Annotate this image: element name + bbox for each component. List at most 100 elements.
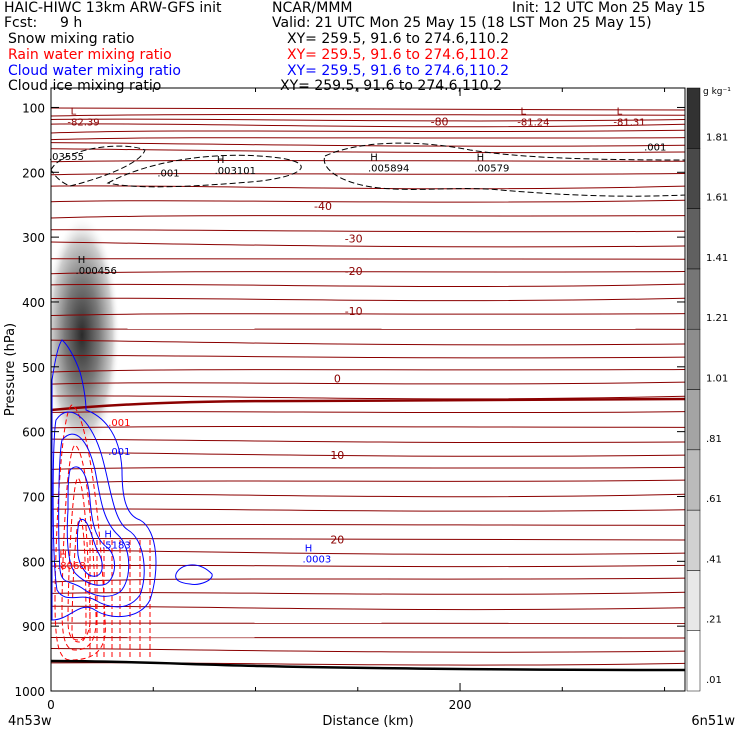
x-tick-label: 0: [47, 698, 55, 712]
extremum-marker: H: [477, 153, 485, 164]
extremum-marker: H: [104, 529, 112, 540]
extremum-value: -81.31: [613, 118, 645, 129]
isotherm-zero-line: [51, 397, 685, 412]
colorbar-label: .01: [706, 675, 722, 686]
rain-contour: [54, 404, 106, 661]
temperature-label: -40: [314, 200, 332, 213]
isotherm-line: [51, 537, 685, 541]
colorbar-segment: [686, 208, 701, 270]
extremum-marker: H: [78, 255, 86, 266]
colorbar-label: 1.21: [706, 313, 728, 324]
isotherm-line: [51, 270, 685, 275]
temperature-label: -20: [345, 265, 363, 278]
colorbar-unit: g kg⁻¹: [703, 87, 731, 97]
y-tick-label: 800: [22, 555, 45, 569]
isotherm-line: [51, 621, 685, 624]
isotherm-line: [51, 564, 685, 568]
x-tick-label: 200: [449, 698, 472, 712]
contour-label: .03555: [49, 152, 84, 163]
y-tick-label: 900: [22, 620, 45, 634]
extremum-value: .0003: [303, 555, 332, 566]
isotherm-line: [51, 524, 685, 527]
colorbar-segment: [686, 268, 701, 330]
extremum-marker: L: [617, 107, 623, 118]
y-tick-label: 200: [22, 166, 45, 180]
extremum-value: .000456: [76, 266, 117, 277]
colorbar-label: 1.81: [706, 132, 728, 143]
colorbar-label: 1.01: [706, 374, 728, 385]
isotherm-line: [51, 466, 685, 470]
field-cloudice-name: Cloud ice mixing ratio: [8, 78, 162, 94]
temperature-label: 0: [334, 372, 341, 385]
ground-line: [50, 659, 686, 672]
colorbar-segment: [686, 570, 701, 631]
extremum-marker: H: [370, 153, 378, 164]
y-tick-label: 300: [22, 231, 45, 245]
init-time: Init: 12 UTC Mon 25 May 15: [512, 0, 706, 16]
isotherm-line: [51, 354, 685, 359]
field-snow-xy: XY= 259.5, 91.6 to 274.6,110.2: [287, 31, 510, 47]
cloud-water-contour: [52, 411, 145, 608]
model-title: HAIC-HIWC 13km ARW-GFS init: [4, 0, 222, 16]
cloud-ice-contour: [106, 154, 302, 188]
colorbar-segment: [686, 509, 701, 571]
colorbar-label: .41: [706, 554, 722, 565]
cloud-ice-contour: [51, 145, 146, 187]
y-tick-label: 400: [22, 296, 45, 310]
rain-contour: [67, 477, 91, 641]
cloud-water-contour: [175, 564, 213, 585]
isotherm-line: [51, 591, 685, 595]
field-cloudwater-xy: XY= 259.5, 91.6 to 274.6,110.2: [287, 63, 510, 79]
colorbar-label: .81: [706, 434, 722, 445]
extremum-value: -81.24: [517, 118, 549, 129]
x-start-point: 4n53w: [8, 714, 52, 729]
isotherm-line: [51, 199, 685, 203]
y-tick-label: 600: [22, 426, 45, 440]
colorbar-label: 1.41: [706, 253, 728, 264]
field-snow-name: Snow mixing ratio: [8, 31, 135, 47]
x-end-point: 6n51w: [691, 714, 735, 729]
rain-contour: [71, 517, 87, 643]
isotherm-line: [51, 479, 685, 484]
isotherm-line: [51, 148, 685, 154]
isotherm-line: [51, 451, 685, 457]
colorbar-segment: [686, 148, 701, 209]
isotherm-line: [51, 368, 685, 373]
temperature-label: -80: [431, 116, 449, 129]
colorbar-segment: [686, 449, 701, 511]
fcst-value: 9 h: [60, 15, 83, 31]
isotherm-line: [51, 215, 685, 219]
extremum-marker: H: [305, 544, 313, 555]
colorbar-label: .21: [706, 615, 722, 626]
isotherm-line: [51, 313, 685, 317]
isotherm-line: [51, 605, 685, 611]
extremum-value: .00579: [474, 164, 509, 175]
cloud-water-contour: [66, 466, 115, 586]
y-tick-label: 500: [22, 361, 45, 375]
valid-time: Valid: 21 UTC Mon 25 May 15 (18 LST Mon …: [272, 15, 652, 31]
extremum-value: .5183: [102, 540, 131, 551]
colorbar-label: 1.61: [706, 193, 728, 204]
colorbar-segment: [686, 87, 701, 149]
isotherm-line: [51, 636, 685, 639]
field-rain-name: Rain water mixing ratio: [8, 47, 172, 63]
isotherm-line: [51, 327, 685, 330]
extremum-value: -82.39: [67, 118, 99, 129]
isotherm-line: [51, 129, 685, 134]
y-tick-label: 700: [22, 490, 45, 504]
isotherm-line: [51, 229, 685, 233]
extremum-value: .003101: [215, 166, 256, 177]
isotherm-line: [51, 493, 685, 498]
isotherm-line: [51, 173, 685, 176]
isotherm-line: [51, 137, 685, 141]
plot-frame: [50, 87, 686, 692]
rain-contour: [61, 444, 97, 651]
temperature-label: 10: [330, 449, 344, 462]
field-rain-xy: XY= 259.5, 91.6 to 274.6,110.2: [287, 47, 510, 63]
contour-label: .001: [644, 142, 666, 153]
isotherm-line: [51, 118, 685, 122]
isotherm-line: [51, 283, 685, 287]
isotherm-line: [51, 257, 685, 260]
isotherm-line: [51, 142, 685, 147]
